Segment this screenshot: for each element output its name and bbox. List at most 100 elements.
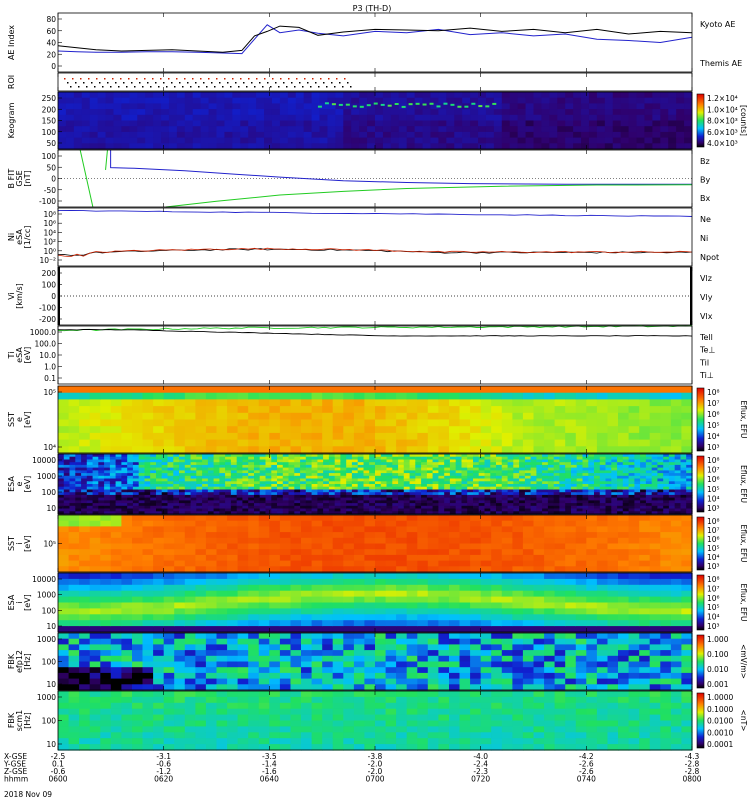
keogram-cell <box>549 120 558 127</box>
roi-marker <box>206 86 208 88</box>
spectrogram-cell <box>438 486 445 490</box>
spectrogram-cell <box>524 508 532 512</box>
spectrogram-cell <box>282 454 290 458</box>
spectrogram-cell <box>138 492 146 496</box>
spectrogram-cell <box>357 481 365 485</box>
keogram-cell <box>493 137 503 144</box>
spectrogram-cell <box>575 532 587 539</box>
spectrogram-cell <box>305 456 313 460</box>
spectrogram-cell <box>467 481 474 485</box>
keogram-cell <box>596 109 606 116</box>
spectrogram-cell <box>259 484 267 488</box>
spectrogram-cell <box>340 481 347 485</box>
spectrogram-cell <box>622 503 630 507</box>
keogram-cell <box>525 109 534 116</box>
spectrogram-cell <box>277 481 284 485</box>
spectrogram-cell <box>150 508 157 512</box>
spectrogram-cell <box>290 392 302 400</box>
colorbar-tick-label: 10⁵ <box>707 421 720 430</box>
spectrogram-cell <box>115 481 122 485</box>
spectrogram-cell <box>305 462 313 466</box>
spectrogram-cell <box>248 486 255 490</box>
keogram-cell <box>153 131 162 139</box>
spectrogram-cell <box>334 508 342 512</box>
keogram-cell <box>287 131 297 139</box>
keogram-cell <box>382 97 392 104</box>
spectrogram-cell <box>179 464 186 469</box>
spectrogram-cell <box>202 492 209 496</box>
spectrogram-cell <box>100 573 112 580</box>
spectrogram-cell <box>294 494 301 499</box>
spectrogram-cell <box>207 505 215 510</box>
spectrogram-cell <box>167 503 174 507</box>
spectrogram-cell <box>594 454 601 458</box>
keogram-cell <box>311 120 321 127</box>
spectrogram-cell <box>282 481 290 485</box>
spectrogram-cell <box>242 503 249 507</box>
spectrogram-cell <box>121 473 128 477</box>
spectrogram-cell <box>651 494 659 499</box>
spectrogram-cell <box>634 489 641 493</box>
spectrogram-cell <box>542 470 549 474</box>
keogram-cell <box>557 137 566 144</box>
spectrogram-cell <box>179 454 186 458</box>
keogram-cell <box>121 92 130 99</box>
spectrogram-cell <box>254 473 261 477</box>
spectrogram-cell <box>565 549 577 556</box>
spectrogram-cell <box>144 459 151 463</box>
spectrogram-cell <box>150 492 157 496</box>
roi-marker <box>110 86 112 88</box>
spectrogram-cell <box>640 470 647 474</box>
legend-entry: Bz <box>700 157 710 166</box>
spectrogram-cell <box>89 608 101 615</box>
spectrogram-cell <box>409 492 416 496</box>
spectrogram-cell <box>533 549 545 556</box>
spectrogram-cell <box>242 484 249 488</box>
spectrogram-cell <box>79 532 91 539</box>
keogram-cell <box>240 92 249 99</box>
spectrogram-cell <box>438 489 445 493</box>
spectrogram-cell <box>216 549 228 556</box>
spectrogram-cell <box>110 620 122 627</box>
spectrogram-cell <box>121 456 128 460</box>
keogram-cell <box>636 143 645 150</box>
spectrogram-cell <box>622 464 630 469</box>
keogram-cell <box>652 97 661 104</box>
keogram-cell <box>327 103 336 110</box>
spectrogram-cell <box>386 462 393 466</box>
spectrogram-cell <box>161 500 169 504</box>
spectrogram-cell <box>686 462 693 466</box>
spectrogram-cell <box>530 497 537 501</box>
spectrogram-cell <box>334 478 342 482</box>
roi-marker <box>94 86 96 88</box>
spectrogram-cell <box>547 505 555 510</box>
spectrogram-cell <box>478 508 486 512</box>
spectrogram-cell <box>288 481 295 485</box>
spectrogram-cell <box>127 470 134 474</box>
spectrogram-cell <box>301 446 313 454</box>
spectrogram-cell <box>575 566 587 573</box>
keogram-cell <box>279 92 289 99</box>
spectrogram-cell <box>343 392 355 400</box>
spectrogram-cell <box>406 386 418 394</box>
spectrogram-cell <box>236 511 244 515</box>
spectrogram-cell <box>375 532 387 539</box>
spectrogram-cell <box>588 508 595 512</box>
spectrogram-cell <box>156 462 163 466</box>
spectrogram-cell <box>132 549 144 556</box>
spectrogram-cell <box>75 481 82 485</box>
keogram-cell <box>485 92 495 99</box>
spectrogram-cell <box>565 386 577 394</box>
spectrogram-cell <box>415 505 422 510</box>
spectrogram-cell <box>470 560 482 567</box>
spectrogram-cell <box>167 486 174 490</box>
spectrogram-cell <box>513 462 520 466</box>
spectrogram-cell <box>167 467 174 471</box>
spectrogram-cell <box>195 399 207 407</box>
spectrogram-cell <box>305 508 313 512</box>
spectrogram-cell <box>332 537 344 545</box>
spectrogram-cell <box>110 578 122 586</box>
keogram-cell <box>81 97 91 104</box>
spectrogram-cell <box>686 470 693 474</box>
spectrogram-cell <box>110 392 122 400</box>
